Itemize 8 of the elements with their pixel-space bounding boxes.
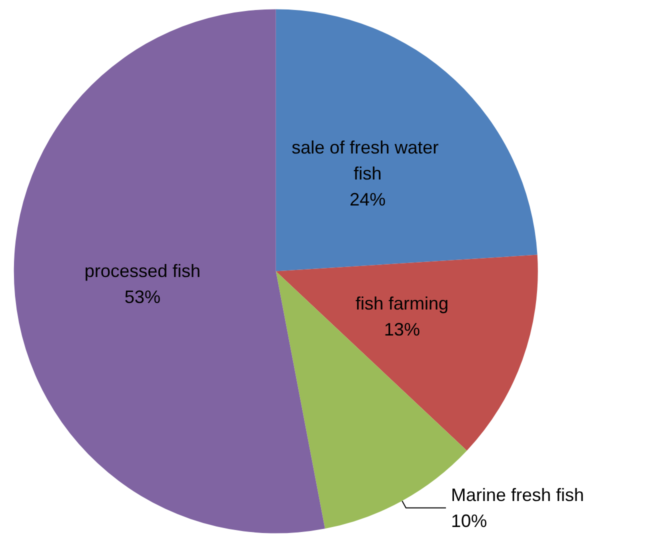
data-label: 53% <box>124 286 160 307</box>
data-label: 24% <box>350 190 386 210</box>
slice-label: processed fish <box>84 260 201 281</box>
slice-label: sale of fresh water fish <box>292 138 444 184</box>
slice-label: Marine fresh fish <box>450 484 584 505</box>
data-label: 10% <box>450 510 487 531</box>
slice-label: fish farming <box>355 294 448 314</box>
data-label: 13% <box>384 320 420 340</box>
